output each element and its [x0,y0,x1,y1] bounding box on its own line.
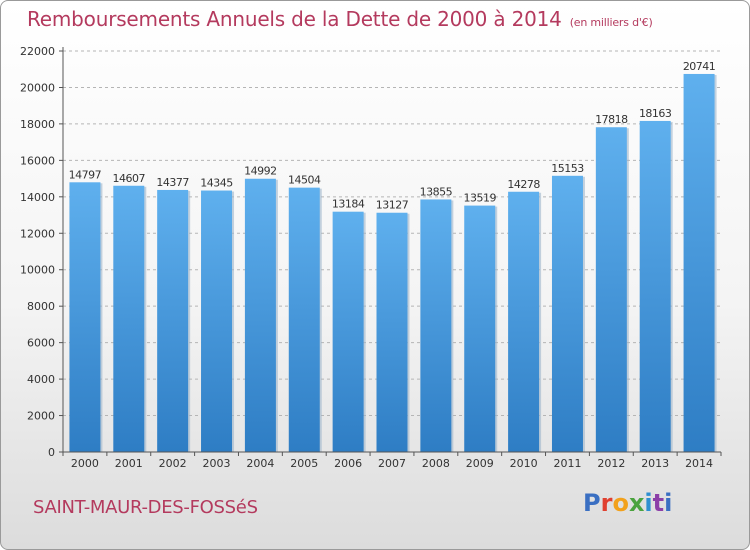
y-tick-label: 22000 [20,45,55,58]
x-tick-label: 2002 [159,457,187,470]
logo-letter: i [644,489,653,517]
bar [201,190,233,452]
bar [157,189,189,452]
x-tick-label: 2008 [422,457,450,470]
x-tick-label: 2007 [378,457,406,470]
x-tick-label: 2014 [685,457,713,470]
bar [595,127,627,453]
bar-value-label: 14377 [156,176,189,189]
bar-value-label: 14345 [200,177,233,190]
y-tick-label: 20000 [20,81,55,94]
bar [639,120,671,452]
bar-value-label: 13855 [420,185,453,198]
bar-value-label: 13127 [376,199,409,212]
logo-letter: r [600,489,613,517]
x-tick-label: 2001 [115,457,143,470]
bar [376,212,408,452]
y-tick-label: 16000 [20,154,55,167]
y-tick-label: 18000 [20,118,55,131]
bar-value-label: 15153 [551,162,584,175]
y-tick-label: 4000 [27,373,55,386]
logo-letter: i [664,489,673,517]
y-tick-label: 2000 [27,410,55,423]
bar-value-label: 14992 [244,165,277,178]
proxiti-logo[interactable]: Proxiti [583,489,672,517]
labels: 0 2000 4000 6000 8000 10000 12000 14000 16000 180… [20,45,716,470]
logo-letter: t [652,489,665,517]
x-tick-label: 2000 [71,457,99,470]
x-tick-label: 2003 [203,457,231,470]
bar-value-label: 13519 [463,192,496,205]
bar-value-label: 14278 [507,178,540,191]
city-name: SAINT-MAUR-DES-FOSSéS [33,497,258,518]
bar [288,187,320,452]
bar [683,73,715,453]
chart-subtitle: (en milliers d'€) [569,16,653,29]
bar-value-label: 14504 [288,174,321,187]
bar [508,191,540,452]
bar [69,182,101,452]
chart-title-text: Remboursements Annuels de la Dette de 20… [27,7,562,31]
logo-letter: o [612,489,629,517]
bar [420,199,452,452]
bar [244,178,276,452]
y-tick-label: 14000 [20,191,55,204]
bar [113,185,145,453]
bar-value-label: 13184 [332,198,365,211]
logo-letter: x [628,489,645,517]
y-tick-label: 8000 [27,300,55,313]
bar-value-label: 18163 [639,107,672,120]
x-tick-label: 2004 [246,457,274,470]
bar [332,211,364,452]
bars [69,73,717,453]
x-tick-label: 2010 [510,457,538,470]
bar [551,175,583,453]
y-tick-label: 12000 [20,227,55,240]
x-tick-label: 2006 [334,457,362,470]
x-tick-label: 2009 [466,457,494,470]
logo-letter: P [583,489,601,517]
y-tick-label: 0 [48,446,55,459]
bar-value-label: 20741 [683,60,716,73]
bar-value-label: 14607 [113,172,146,185]
bar-value-label: 14797 [69,168,102,181]
bar-value-label: 17818 [595,113,628,126]
y-tick-label: 10000 [20,264,55,277]
x-tick-label: 2012 [597,457,625,470]
chart-title: Remboursements Annuels de la Dette de 20… [27,7,653,31]
y-tick-label: 6000 [27,337,55,350]
axes [59,47,722,456]
x-tick-label: 2005 [290,457,318,470]
bar [464,205,496,452]
x-tick-label: 2011 [553,457,581,470]
x-tick-label: 2013 [641,457,669,470]
